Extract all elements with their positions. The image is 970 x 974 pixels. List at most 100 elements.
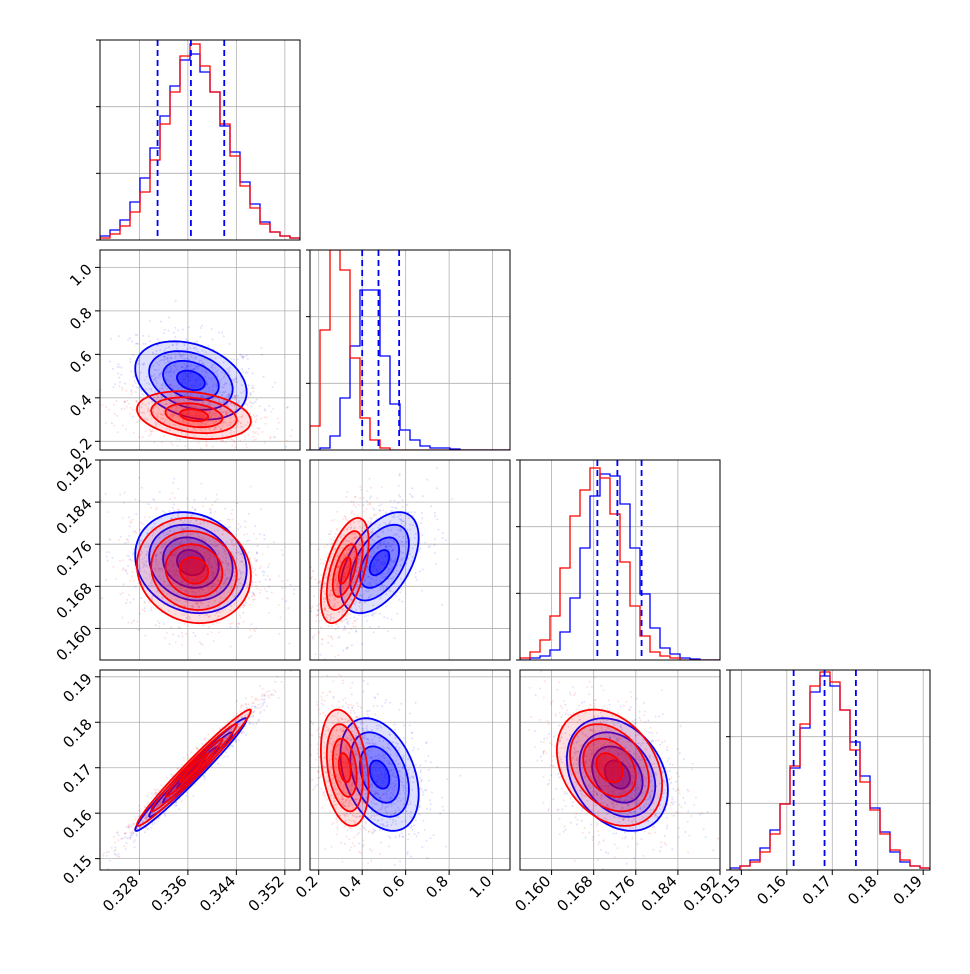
sample-point <box>119 366 121 368</box>
scatter-panel-2-1 <box>303 460 511 686</box>
sample-point <box>253 594 255 596</box>
sample-point <box>224 508 226 510</box>
sample-point <box>253 402 255 404</box>
sample-point <box>343 629 345 631</box>
sample-point <box>112 566 114 568</box>
sample-point <box>318 620 320 622</box>
sample-point <box>369 503 371 505</box>
sample-point <box>350 628 352 630</box>
sample-point <box>136 421 138 423</box>
sample-point <box>391 506 393 508</box>
sample-point <box>422 495 424 497</box>
sample-point <box>118 377 120 379</box>
sample-point <box>347 614 349 616</box>
sample-point <box>335 629 337 631</box>
sample-point <box>317 582 319 584</box>
sample-point <box>372 507 374 509</box>
sample-point <box>179 381 181 383</box>
sample-point <box>255 431 257 433</box>
sample-point <box>258 428 260 430</box>
sample-point <box>281 580 283 582</box>
sample-point <box>231 513 233 515</box>
sample-point <box>133 531 135 533</box>
sample-point <box>330 636 332 638</box>
sample-point <box>378 560 380 562</box>
sample-point <box>112 368 114 370</box>
sample-point <box>245 443 247 445</box>
sample-point <box>276 428 278 430</box>
sample-point <box>255 538 257 540</box>
sample-point <box>260 418 262 420</box>
sample-point <box>202 644 204 646</box>
sample-point <box>363 511 365 513</box>
sample-point <box>188 389 190 391</box>
sample-point <box>233 441 235 443</box>
hist-red-3 <box>730 672 930 870</box>
sample-point <box>252 714 254 716</box>
sample-point <box>323 546 325 548</box>
sample-point <box>245 372 247 374</box>
sample-point <box>177 512 179 514</box>
sample-point <box>224 756 226 758</box>
sample-point <box>128 403 130 405</box>
sample-point <box>148 503 150 505</box>
sample-point <box>252 571 254 573</box>
sample-point <box>205 498 207 500</box>
sample-point <box>248 539 250 541</box>
sample-point <box>289 643 291 645</box>
sample-point <box>139 500 141 502</box>
sample-point <box>315 653 317 655</box>
sample-point <box>183 757 185 759</box>
sample-point <box>353 617 355 619</box>
sample-point <box>185 338 187 340</box>
sample-point <box>151 430 153 432</box>
sample-point <box>367 521 369 523</box>
sample-point <box>159 491 161 493</box>
sample-point <box>144 390 146 392</box>
sample-point <box>128 555 130 557</box>
sample-point <box>335 533 337 535</box>
sample-point <box>239 354 241 356</box>
sample-point <box>147 524 149 526</box>
sample-point <box>200 327 202 329</box>
sample-point <box>105 493 107 495</box>
sample-point <box>366 620 368 622</box>
hist-panel-1 <box>306 250 510 450</box>
sample-point <box>135 826 137 828</box>
sample-point <box>286 407 288 409</box>
sample-point <box>218 631 220 633</box>
sample-point <box>119 494 121 496</box>
sample-point <box>370 522 372 524</box>
sample-point <box>351 512 353 514</box>
sample-point <box>369 517 371 519</box>
sample-point <box>278 633 280 635</box>
sample-point <box>151 390 153 392</box>
sample-point <box>254 525 256 527</box>
sample-point <box>151 607 153 609</box>
sample-point <box>262 553 264 555</box>
sample-point <box>181 632 183 634</box>
sample-point <box>394 500 396 502</box>
sample-point <box>252 431 254 433</box>
sample-point <box>237 528 239 530</box>
sample-point <box>151 528 153 530</box>
sample-point <box>419 548 421 550</box>
sample-point <box>155 624 157 626</box>
sample-point <box>186 498 188 500</box>
sample-point <box>234 397 236 399</box>
sample-point <box>129 602 131 604</box>
sample-point <box>351 644 353 646</box>
sample-point <box>250 635 252 637</box>
sample-point <box>174 497 176 499</box>
sample-point <box>181 644 183 646</box>
sample-point <box>347 620 349 622</box>
sample-point <box>314 634 316 636</box>
sample-point <box>142 609 144 611</box>
sample-point <box>177 488 179 490</box>
sample-point <box>397 502 399 504</box>
sample-point <box>217 498 219 500</box>
sample-point <box>236 713 238 715</box>
sample-point <box>415 576 417 578</box>
sample-point <box>426 479 428 481</box>
sample-point <box>107 560 109 562</box>
